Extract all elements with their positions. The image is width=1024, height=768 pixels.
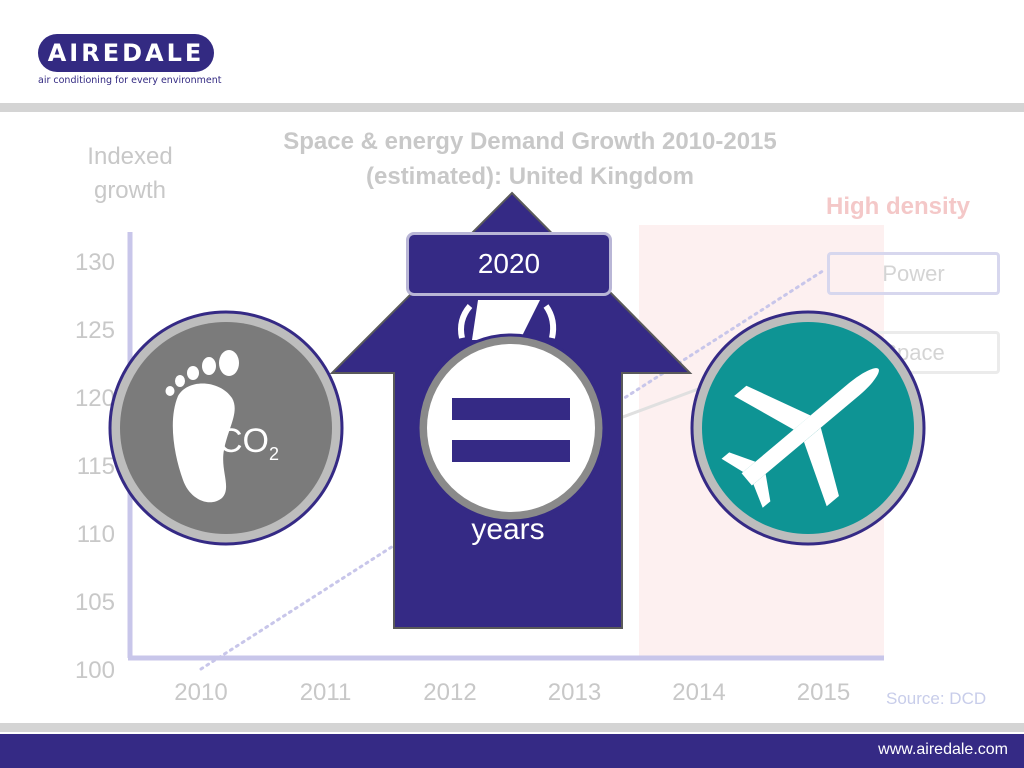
co2-text: CO	[218, 422, 269, 460]
chart-title-line-1: Space & energy Demand Growth 2010-2015	[283, 128, 777, 155]
y-tick-label: 130	[75, 249, 115, 276]
chart-source: Source: DCD	[886, 689, 987, 708]
year-badge: 2020	[406, 232, 612, 296]
x-tick-label: 2012	[423, 679, 476, 706]
years-label: years	[471, 513, 545, 546]
x-tick-label: 2011	[300, 679, 352, 706]
y-axis-title: Indexed growth	[70, 140, 190, 208]
chart-title: Space & energy Demand Growth 2010-2015 (…	[210, 124, 850, 194]
chart-title-line-2: (estimated): United Kingdom	[366, 163, 694, 190]
y-axis-title-line-2: growth	[93, 177, 167, 204]
co2-label: CO2	[218, 422, 279, 465]
footer-url[interactable]: www.airedale.com	[878, 741, 1008, 758]
logo-text: AIREDALE	[47, 39, 205, 67]
high-density-label: High density	[826, 193, 971, 220]
equals-circle	[416, 333, 606, 523]
co2-subscript: 2	[269, 443, 280, 464]
y-tick-labels: 100 105 110 115 120 125 130	[75, 249, 115, 684]
legend-power-label: Power	[882, 260, 945, 286]
x-tick-label: 2010	[174, 679, 227, 706]
header-divider	[0, 103, 1024, 112]
airplane-icon	[721, 368, 879, 508]
equals-icon-bottom	[452, 440, 570, 462]
legend-power: Power	[827, 252, 1000, 295]
airplane-circle	[690, 310, 926, 546]
hidden-number-glyph	[458, 300, 557, 340]
brand-logo: AIREDALE	[38, 34, 214, 72]
x-tick-label: 2013	[548, 679, 601, 706]
y-tick-label: 120	[75, 385, 115, 412]
footer-divider	[0, 723, 1024, 732]
y-tick-label: 115	[77, 453, 115, 480]
y-tick-label: 100	[75, 657, 115, 684]
year-badge-label: 2020	[477, 248, 541, 279]
y-tick-label: 110	[77, 521, 115, 548]
footer-bar	[0, 734, 1024, 768]
footprint-icon	[165, 350, 239, 503]
y-tick-label: 125	[75, 317, 115, 344]
footprint-circle	[108, 310, 344, 546]
equals-icon-top	[452, 398, 570, 420]
x-tick-labels: 2010 2011 2012 2013 2014 2015	[174, 679, 850, 706]
y-axis-title-line-1: Indexed	[87, 143, 173, 170]
x-tick-label: 2014	[672, 679, 725, 706]
x-tick-label: 2015	[797, 679, 850, 706]
brand-tagline: air conditioning for every environment	[38, 75, 222, 86]
y-tick-label: 105	[75, 589, 115, 616]
